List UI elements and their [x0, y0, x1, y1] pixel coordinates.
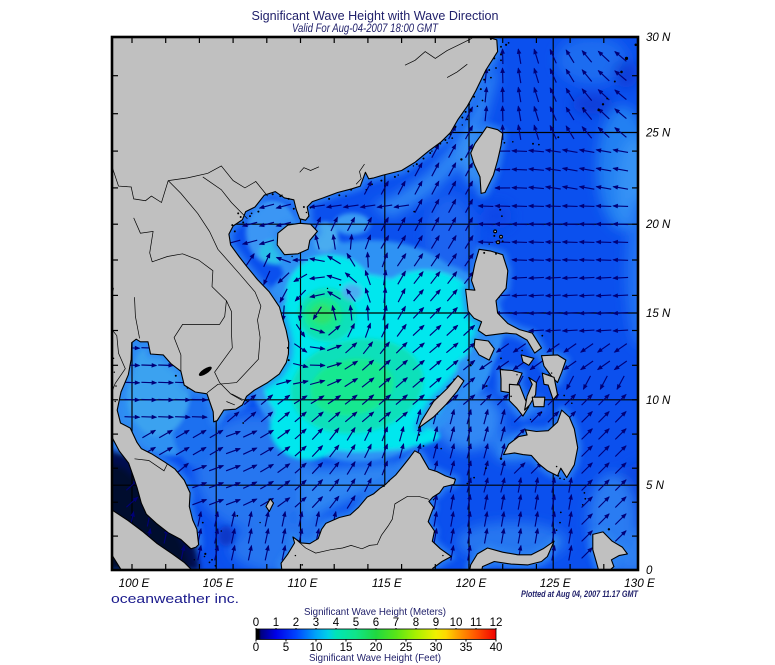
svg-text:125 E: 125 E	[540, 576, 571, 590]
svg-text:9: 9	[433, 617, 439, 629]
svg-text:oceanweather inc.: oceanweather inc.	[111, 591, 239, 606]
svg-text:30: 30	[430, 642, 443, 654]
svg-text:5: 5	[353, 617, 359, 629]
svg-text:0: 0	[253, 617, 259, 629]
svg-text:4: 4	[333, 617, 340, 629]
svg-text:105 E: 105 E	[203, 576, 234, 590]
svg-text:25 N: 25 N	[645, 128, 671, 140]
svg-text:0: 0	[646, 565, 653, 577]
svg-text:Significant Wave Height (Feet): Significant Wave Height (Feet)	[309, 652, 441, 664]
svg-text:6: 6	[373, 617, 379, 629]
svg-text:Significant Wave Height (Meter: Significant Wave Height (Meters)	[304, 606, 446, 618]
svg-text:35: 35	[460, 642, 473, 654]
svg-text:7: 7	[393, 617, 399, 629]
svg-text:30 N: 30 N	[646, 32, 671, 44]
svg-text:12: 12	[490, 617, 503, 629]
svg-text:Significant Wave Height with W: Significant Wave Height with Wave Direct…	[252, 8, 499, 23]
svg-text:10: 10	[450, 617, 463, 629]
svg-text:20: 20	[370, 642, 383, 654]
svg-text:25: 25	[400, 642, 413, 654]
svg-text:110 E: 110 E	[288, 576, 318, 590]
svg-text:11: 11	[470, 617, 482, 629]
svg-text:10: 10	[310, 642, 323, 654]
svg-text:15: 15	[340, 642, 353, 654]
svg-text:120 E: 120 E	[456, 576, 487, 590]
svg-text:Plotted at Aug 04, 2007 11.17: Plotted at Aug 04, 2007 11.17 GMT	[521, 589, 639, 600]
svg-text:10 N: 10 N	[646, 395, 671, 407]
svg-text:Valid For Aug-04-2007 18:00 GM: Valid For Aug-04-2007 18:00 GMT	[292, 23, 439, 35]
svg-text:100 E: 100 E	[119, 576, 150, 590]
svg-text:8: 8	[413, 617, 419, 629]
svg-text:40: 40	[490, 642, 503, 654]
svg-text:15 N: 15 N	[646, 308, 671, 320]
svg-text:5 N: 5 N	[646, 480, 665, 492]
svg-text:130 E: 130 E	[624, 576, 655, 590]
svg-text:3: 3	[313, 617, 319, 629]
svg-text:20 N: 20 N	[645, 219, 671, 231]
svg-text:1: 1	[273, 617, 279, 629]
svg-text:2: 2	[293, 617, 299, 629]
svg-text:0: 0	[253, 642, 259, 654]
svg-text:115 E: 115 E	[372, 576, 402, 590]
svg-text:5: 5	[283, 642, 289, 654]
